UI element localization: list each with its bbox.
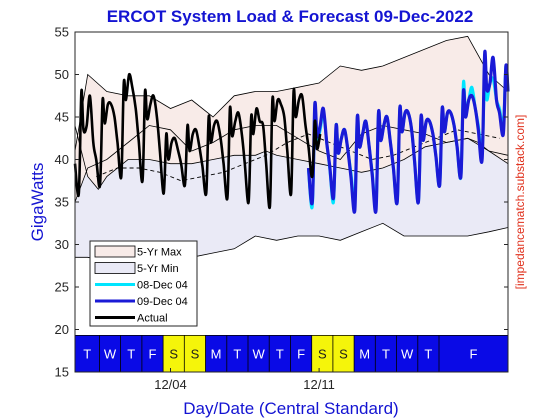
day-label: T: [127, 347, 135, 362]
legend-label: 08-Dec 04: [137, 280, 188, 292]
day-label: M: [359, 347, 370, 362]
day-label: T: [233, 347, 241, 362]
y-tick-label: 45: [55, 110, 69, 125]
day-cell: [396, 335, 418, 372]
day-label: W: [104, 347, 117, 362]
day-cell: [375, 335, 397, 372]
day-cell: [439, 335, 508, 372]
y-tick-label: 15: [55, 365, 69, 380]
legend-label: Actual: [137, 313, 168, 325]
day-cell: [184, 335, 206, 372]
day-label: T: [424, 347, 432, 362]
y-tick-label: 50: [55, 67, 69, 82]
day-label: S: [191, 347, 200, 362]
day-cell: [417, 335, 439, 372]
legend-label: 5-Yr Min: [137, 263, 179, 275]
legend: 5-Yr Max 5-Yr Min 08-Dec 04 09-Dec 04 Actual: [89, 240, 198, 327]
day-label: S: [339, 347, 348, 362]
series-line-09-dec-04: [306, 49, 510, 214]
day-cell: [141, 335, 164, 372]
day-cell: [290, 335, 312, 372]
day-label: T: [83, 347, 91, 362]
day-cell: [354, 335, 376, 372]
day-label: W: [252, 347, 265, 362]
day-label: T: [276, 347, 284, 362]
day-cell: [163, 335, 185, 372]
day-cell: [205, 335, 227, 372]
day-label: S: [318, 347, 327, 362]
day-cell: [311, 335, 333, 372]
y-tick-label: 35: [55, 195, 69, 210]
day-label: F: [470, 347, 478, 362]
line-layer: [73, 49, 510, 214]
x-axis: 12/04 12/11: [154, 368, 335, 392]
day-cell: [269, 335, 291, 372]
max-band-edge: [74, 35, 509, 152]
x-axis-label: Day/Date (Central Standard): [183, 399, 398, 418]
legend-swatch: [94, 262, 136, 274]
day-cell: [99, 335, 121, 372]
y-axis: 15 20 25 30 35 40 45 50 55: [55, 25, 508, 380]
day-label: S: [169, 347, 178, 362]
legend-entries: 5-Yr Max 5-Yr Min 08-Dec 04 09-Dec 04 Actual: [94, 245, 188, 325]
day-cell: [332, 335, 355, 372]
chart-title: ERCOT System Load & Forecast 09-Dec-2022: [107, 7, 474, 26]
legend-label: 5-Yr Max: [137, 247, 182, 259]
y-axis-label: GigaWatts: [28, 163, 47, 242]
credit-text: [impedancematch.substack.com]: [513, 115, 527, 290]
day-label: M: [211, 347, 222, 362]
day-label: F: [149, 347, 157, 362]
day-cell: [248, 335, 270, 372]
day-cell: [75, 335, 100, 372]
day-label: W: [401, 347, 414, 362]
day-label: T: [382, 347, 390, 362]
y-tick-label: 55: [55, 25, 69, 40]
day-cell: [226, 335, 248, 372]
legend-swatch: [94, 245, 136, 258]
day-label: F: [297, 347, 305, 362]
x-tick-label: 12/11: [303, 377, 335, 392]
y-tick-label: 40: [55, 152, 69, 167]
y-tick-label: 25: [55, 280, 69, 295]
legend-label: 09-Dec 04: [137, 296, 188, 308]
day-cell: [120, 335, 142, 372]
x-tick-label: 12/04: [154, 377, 187, 392]
y-tick-label: 30: [55, 237, 69, 252]
series-line-actual: [73, 72, 322, 210]
y-tick-label: 20: [55, 322, 69, 337]
